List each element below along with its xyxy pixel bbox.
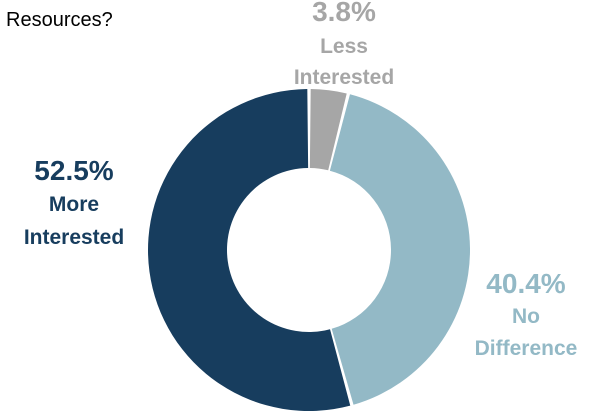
pct-no-difference: 40.4% (486, 268, 565, 299)
label-more-interested-line2: Interested (24, 226, 124, 249)
label-more-interested: 52.5% More Interested (24, 155, 124, 249)
label-no-difference-line2: Difference (475, 337, 578, 360)
label-no-difference: 40.4% No Difference (475, 268, 578, 360)
slice-no-difference (330, 94, 470, 404)
label-less-interested: 3.8% Less Interested (294, 0, 394, 89)
label-no-difference-line1: No (512, 305, 540, 328)
label-more-interested-line1: More (49, 193, 99, 216)
pct-more-interested: 52.5% (34, 155, 113, 186)
label-less-interested-line1: Less (320, 35, 368, 58)
label-less-interested-line2: Interested (294, 66, 394, 89)
pct-less-interested: 3.8% (312, 0, 376, 27)
chart-title: Resources? (6, 9, 113, 31)
donut-slices (148, 89, 470, 411)
